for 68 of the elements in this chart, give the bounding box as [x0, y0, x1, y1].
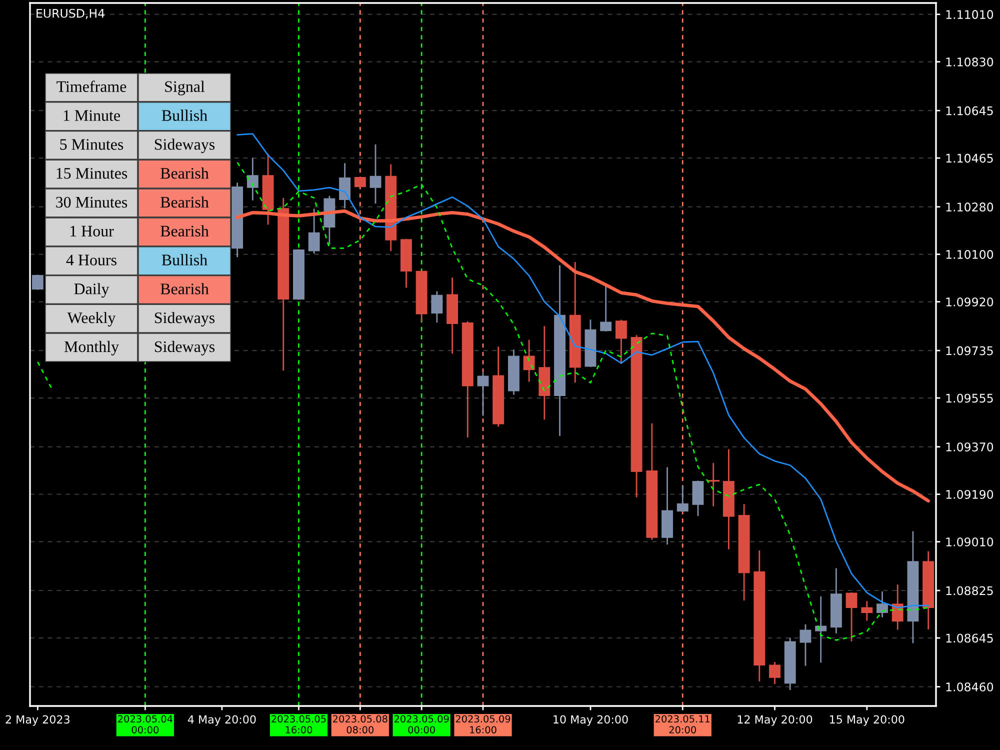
line-series — [236, 209, 930, 503]
candlestick — [615, 320, 627, 364]
y-tick-label: 1.09735 — [946, 346, 993, 356]
annotation: Weekly — [67, 312, 116, 326]
candlestick — [431, 291, 443, 322]
x-tick-label: 10 May 20:00 — [554, 715, 628, 726]
x-tick-label: 2023.05.05 16:00 — [272, 715, 326, 734]
annotation: Sideways — [154, 312, 215, 326]
annotation: 1 Hour — [70, 226, 114, 237]
candlestick — [892, 584, 904, 630]
candlestick — [876, 591, 888, 618]
y-tick-label: 1.08460 — [946, 682, 994, 692]
annotation: Daily — [74, 283, 110, 298]
candlestick — [600, 284, 612, 332]
y-tick-label: 1.10100 — [946, 250, 994, 259]
y-tick-label: 1.09010 — [946, 537, 994, 546]
candlestick — [800, 624, 812, 666]
y-tick-label: 1.08645 — [946, 634, 993, 643]
y-tick-label: 1.11010 — [946, 10, 994, 19]
candlestick — [707, 462, 720, 506]
y-tick-label: 1.09920 — [946, 297, 994, 306]
candlestick — [477, 372, 489, 416]
candlestick — [246, 158, 258, 200]
annotation: Bearish — [160, 196, 209, 208]
candlestick — [370, 144, 382, 204]
x-tick-label: 4 May 20:00 — [188, 715, 256, 726]
annotation: 30 Minutes — [56, 196, 128, 208]
annotation: 4 Hours — [66, 254, 116, 266]
annotation: Bearish — [160, 283, 209, 294]
annotation: 5 Minutes — [60, 139, 124, 150]
candlestick — [32, 274, 44, 290]
x-tick-label: 2 May 2023 — [6, 715, 70, 726]
annotation: Bearish — [160, 225, 209, 237]
annotation: Signal — [165, 80, 205, 96]
candlestick — [523, 340, 535, 382]
annotation: Bullish — [162, 110, 208, 121]
x-tick-label: 2023.05.09 16:00 — [456, 715, 510, 734]
annotation: Monthly — [64, 340, 119, 356]
y-tick-label: 1.10830 — [946, 58, 994, 66]
candlestick — [692, 480, 704, 516]
x-tick-label: 2023.05.11 20:00 — [656, 715, 710, 734]
candlestick — [861, 601, 873, 621]
candlestick — [846, 592, 858, 642]
x-tick-label: 15 May 20:00 — [830, 715, 904, 726]
chart-title: EURUSD,H4 — [36, 8, 104, 19]
annotation: Sideways — [154, 340, 215, 356]
candlestick — [354, 176, 366, 188]
x-tick-label: 2023.05.08 08:00 — [333, 715, 388, 734]
candlestick — [308, 208, 320, 254]
y-tick-label: 1.10645 — [946, 106, 993, 116]
x-tick-label: 2023.05.04 00:00 — [118, 715, 172, 734]
candlestick — [676, 486, 688, 512]
x-tick-label: 12 May 20:00 — [738, 715, 812, 726]
annotation: Bearish — [160, 167, 209, 179]
annotation: 15 Minutes — [56, 168, 128, 179]
y-tick-label: 1.09555 — [946, 394, 993, 403]
annotation: Timeframe — [56, 80, 126, 92]
y-tick-label: 1.09370 — [946, 442, 994, 452]
y-tick-label: 1.10465 — [946, 154, 993, 163]
annotation: Bullish — [162, 254, 208, 266]
y-tick-label: 1.09190 — [946, 490, 994, 499]
y-tick-label: 1.10280 — [946, 202, 994, 212]
candlestick — [339, 163, 351, 208]
annotation: Sideways — [154, 138, 215, 154]
y-tick-label: 1.08825 — [946, 586, 993, 596]
candlestick — [769, 662, 780, 684]
x-tick-label: 2023.05.09 00:00 — [394, 715, 449, 734]
annotation: 1 Minute — [64, 110, 120, 121]
